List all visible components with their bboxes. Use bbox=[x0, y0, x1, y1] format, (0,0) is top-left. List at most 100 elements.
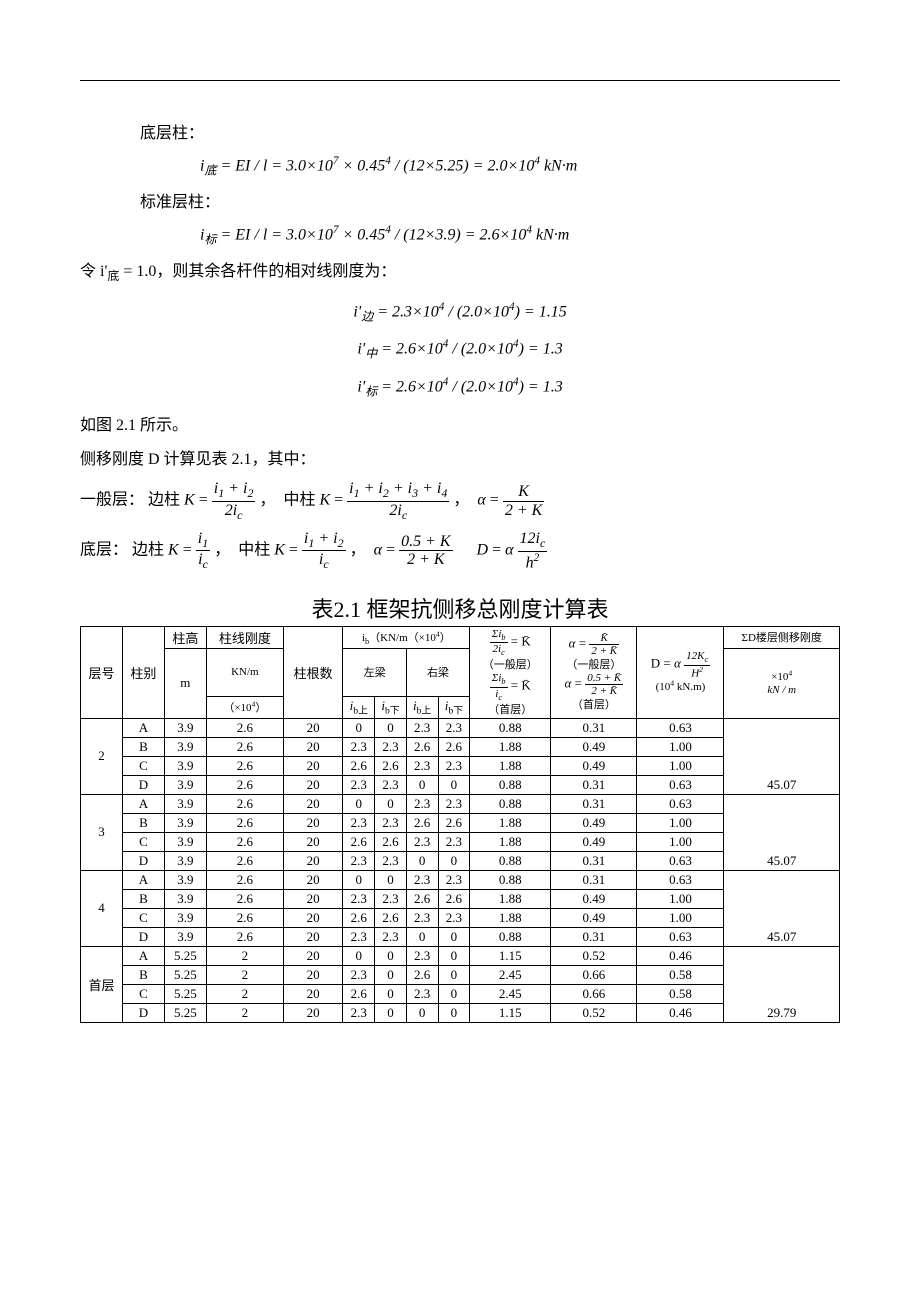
cell: C bbox=[122, 908, 164, 927]
cell: 2.6 bbox=[206, 927, 283, 946]
cell: 2.6 bbox=[343, 908, 375, 927]
cell: 2.3 bbox=[406, 870, 438, 889]
cell: 2.3 bbox=[438, 870, 470, 889]
cell: 2.6 bbox=[375, 756, 407, 775]
cell: 2.6 bbox=[375, 832, 407, 851]
cell: 0.31 bbox=[551, 718, 637, 737]
bottom-floor-formula: 底层： 边柱 K = i1ic ， 中柱 K = i1 + i2ic ， α =… bbox=[80, 530, 840, 572]
cell-sumD: 45.07 bbox=[724, 794, 840, 870]
cell: 20 bbox=[283, 927, 343, 946]
cell: 2.6 bbox=[343, 984, 375, 1003]
hdr-stiff-u1: KN/m bbox=[206, 648, 283, 696]
cell: 2 bbox=[206, 984, 283, 1003]
edge-label-2: 边柱 bbox=[132, 542, 164, 559]
cell: 1.00 bbox=[637, 832, 724, 851]
cell-sumD: 29.79 bbox=[724, 946, 840, 1022]
cell: 2.6 bbox=[206, 832, 283, 851]
cell: 0 bbox=[375, 965, 407, 984]
cell: 2.6 bbox=[206, 775, 283, 794]
cell: B bbox=[122, 737, 164, 756]
cell: 2.6 bbox=[206, 908, 283, 927]
mid-label-2: 中柱 bbox=[238, 542, 270, 559]
bottom-col-eq: i底 = EI / l = 3.0×107 × 0.454 / (12×5.25… bbox=[200, 155, 840, 179]
bottom-label: 底层： bbox=[80, 542, 128, 559]
cell: 2.6 bbox=[206, 718, 283, 737]
cell: 0 bbox=[406, 1003, 438, 1022]
cell: 3.9 bbox=[164, 813, 206, 832]
cell: C bbox=[122, 832, 164, 851]
cell: 0 bbox=[343, 794, 375, 813]
cell: C bbox=[122, 984, 164, 1003]
edge-label: 边柱 bbox=[148, 492, 180, 509]
cell: B bbox=[122, 889, 164, 908]
table-row: 首层A5.25220002.301.150.520.4629.79 bbox=[81, 946, 840, 965]
cell: 0.63 bbox=[637, 775, 724, 794]
cell: 2.3 bbox=[406, 832, 438, 851]
table-title: 表2.1 框架抗侧移总刚度计算表 bbox=[80, 592, 840, 624]
general-floor-formula: 一般层： 边柱 K = i1 + i22ic ， 中柱 K = i1 + i2 … bbox=[80, 480, 840, 522]
cell: 0.88 bbox=[470, 718, 551, 737]
cell: 1.00 bbox=[637, 908, 724, 927]
hdr-right-beam: 右梁 bbox=[406, 648, 469, 696]
cell: 2.3 bbox=[375, 737, 407, 756]
cell: 3.9 bbox=[164, 889, 206, 908]
cell: 2.6 bbox=[438, 889, 470, 908]
cell: D bbox=[122, 775, 164, 794]
cell: 0.88 bbox=[470, 775, 551, 794]
table-header-row: 层号 柱别 柱高 柱线刚度 柱根数 ib（KN/m（×104） Σib2ic =… bbox=[81, 626, 840, 648]
cell: A bbox=[122, 718, 164, 737]
std-col-label: 标准层柱： bbox=[140, 190, 840, 216]
cell: 2.3 bbox=[406, 946, 438, 965]
cell: 20 bbox=[283, 775, 343, 794]
cell: 3.9 bbox=[164, 927, 206, 946]
cell: 20 bbox=[283, 718, 343, 737]
cell: 2.6 bbox=[343, 756, 375, 775]
hdr-k: Σib2ic = K̄ （一般层） Σibic = K̄ （首层） bbox=[470, 626, 551, 718]
cell: 2.3 bbox=[375, 927, 407, 946]
hdr-floor: 层号 bbox=[81, 626, 123, 718]
cell: 0.46 bbox=[637, 946, 724, 965]
let-line: 令 i'底 = 1.0，则其余各杆件的相对线刚度为： bbox=[80, 259, 840, 286]
cell: B bbox=[122, 965, 164, 984]
cell: 2.3 bbox=[438, 908, 470, 927]
cell-sumD: 45.07 bbox=[724, 718, 840, 794]
cell: 0 bbox=[406, 927, 438, 946]
cell: 20 bbox=[283, 870, 343, 889]
cell: A bbox=[122, 946, 164, 965]
cell: 0.66 bbox=[551, 965, 637, 984]
cell: 0.46 bbox=[637, 1003, 724, 1022]
cell-sumD: 45.07 bbox=[724, 870, 840, 946]
bottom-col-label: 底层柱： bbox=[140, 121, 840, 147]
cell: 5.25 bbox=[164, 965, 206, 984]
cell: 2.3 bbox=[343, 775, 375, 794]
cell: C bbox=[122, 756, 164, 775]
cell: 2.6 bbox=[375, 908, 407, 927]
table-row: 2A3.92.620002.32.30.880.310.6345.07 bbox=[81, 718, 840, 737]
std-col-eq: i标 = EI / l = 3.0×107 × 0.454 / (12×3.9)… bbox=[200, 224, 840, 248]
cell: 1.15 bbox=[470, 1003, 551, 1022]
cell: 2.3 bbox=[343, 927, 375, 946]
cell: D bbox=[122, 1003, 164, 1022]
table-row: 3A3.92.620002.32.30.880.310.6345.07 bbox=[81, 794, 840, 813]
hdr-b4: ib下 bbox=[438, 697, 470, 719]
cell: 3.9 bbox=[164, 756, 206, 775]
cell: 1.88 bbox=[470, 832, 551, 851]
cell: 2.3 bbox=[438, 718, 470, 737]
ref-tab: 侧移刚度 D 计算见表 2.1，其中： bbox=[80, 447, 840, 473]
cell: 0 bbox=[343, 718, 375, 737]
cell: 2.3 bbox=[375, 813, 407, 832]
table-row: 4A3.92.620002.32.30.880.310.6345.07 bbox=[81, 870, 840, 889]
cell: 2.6 bbox=[206, 756, 283, 775]
cell: 2.3 bbox=[375, 851, 407, 870]
cell: 0 bbox=[438, 965, 470, 984]
hdr-b3: ib上 bbox=[406, 697, 438, 719]
cell: 3.9 bbox=[164, 832, 206, 851]
cell: 2.6 bbox=[438, 813, 470, 832]
cell: 0.88 bbox=[470, 794, 551, 813]
cell: 0.49 bbox=[551, 832, 637, 851]
cell: 0.63 bbox=[637, 718, 724, 737]
hdr-n: 柱根数 bbox=[283, 626, 343, 718]
cell: 2.6 bbox=[438, 737, 470, 756]
cell: 2.3 bbox=[343, 737, 375, 756]
cell: 0 bbox=[438, 927, 470, 946]
